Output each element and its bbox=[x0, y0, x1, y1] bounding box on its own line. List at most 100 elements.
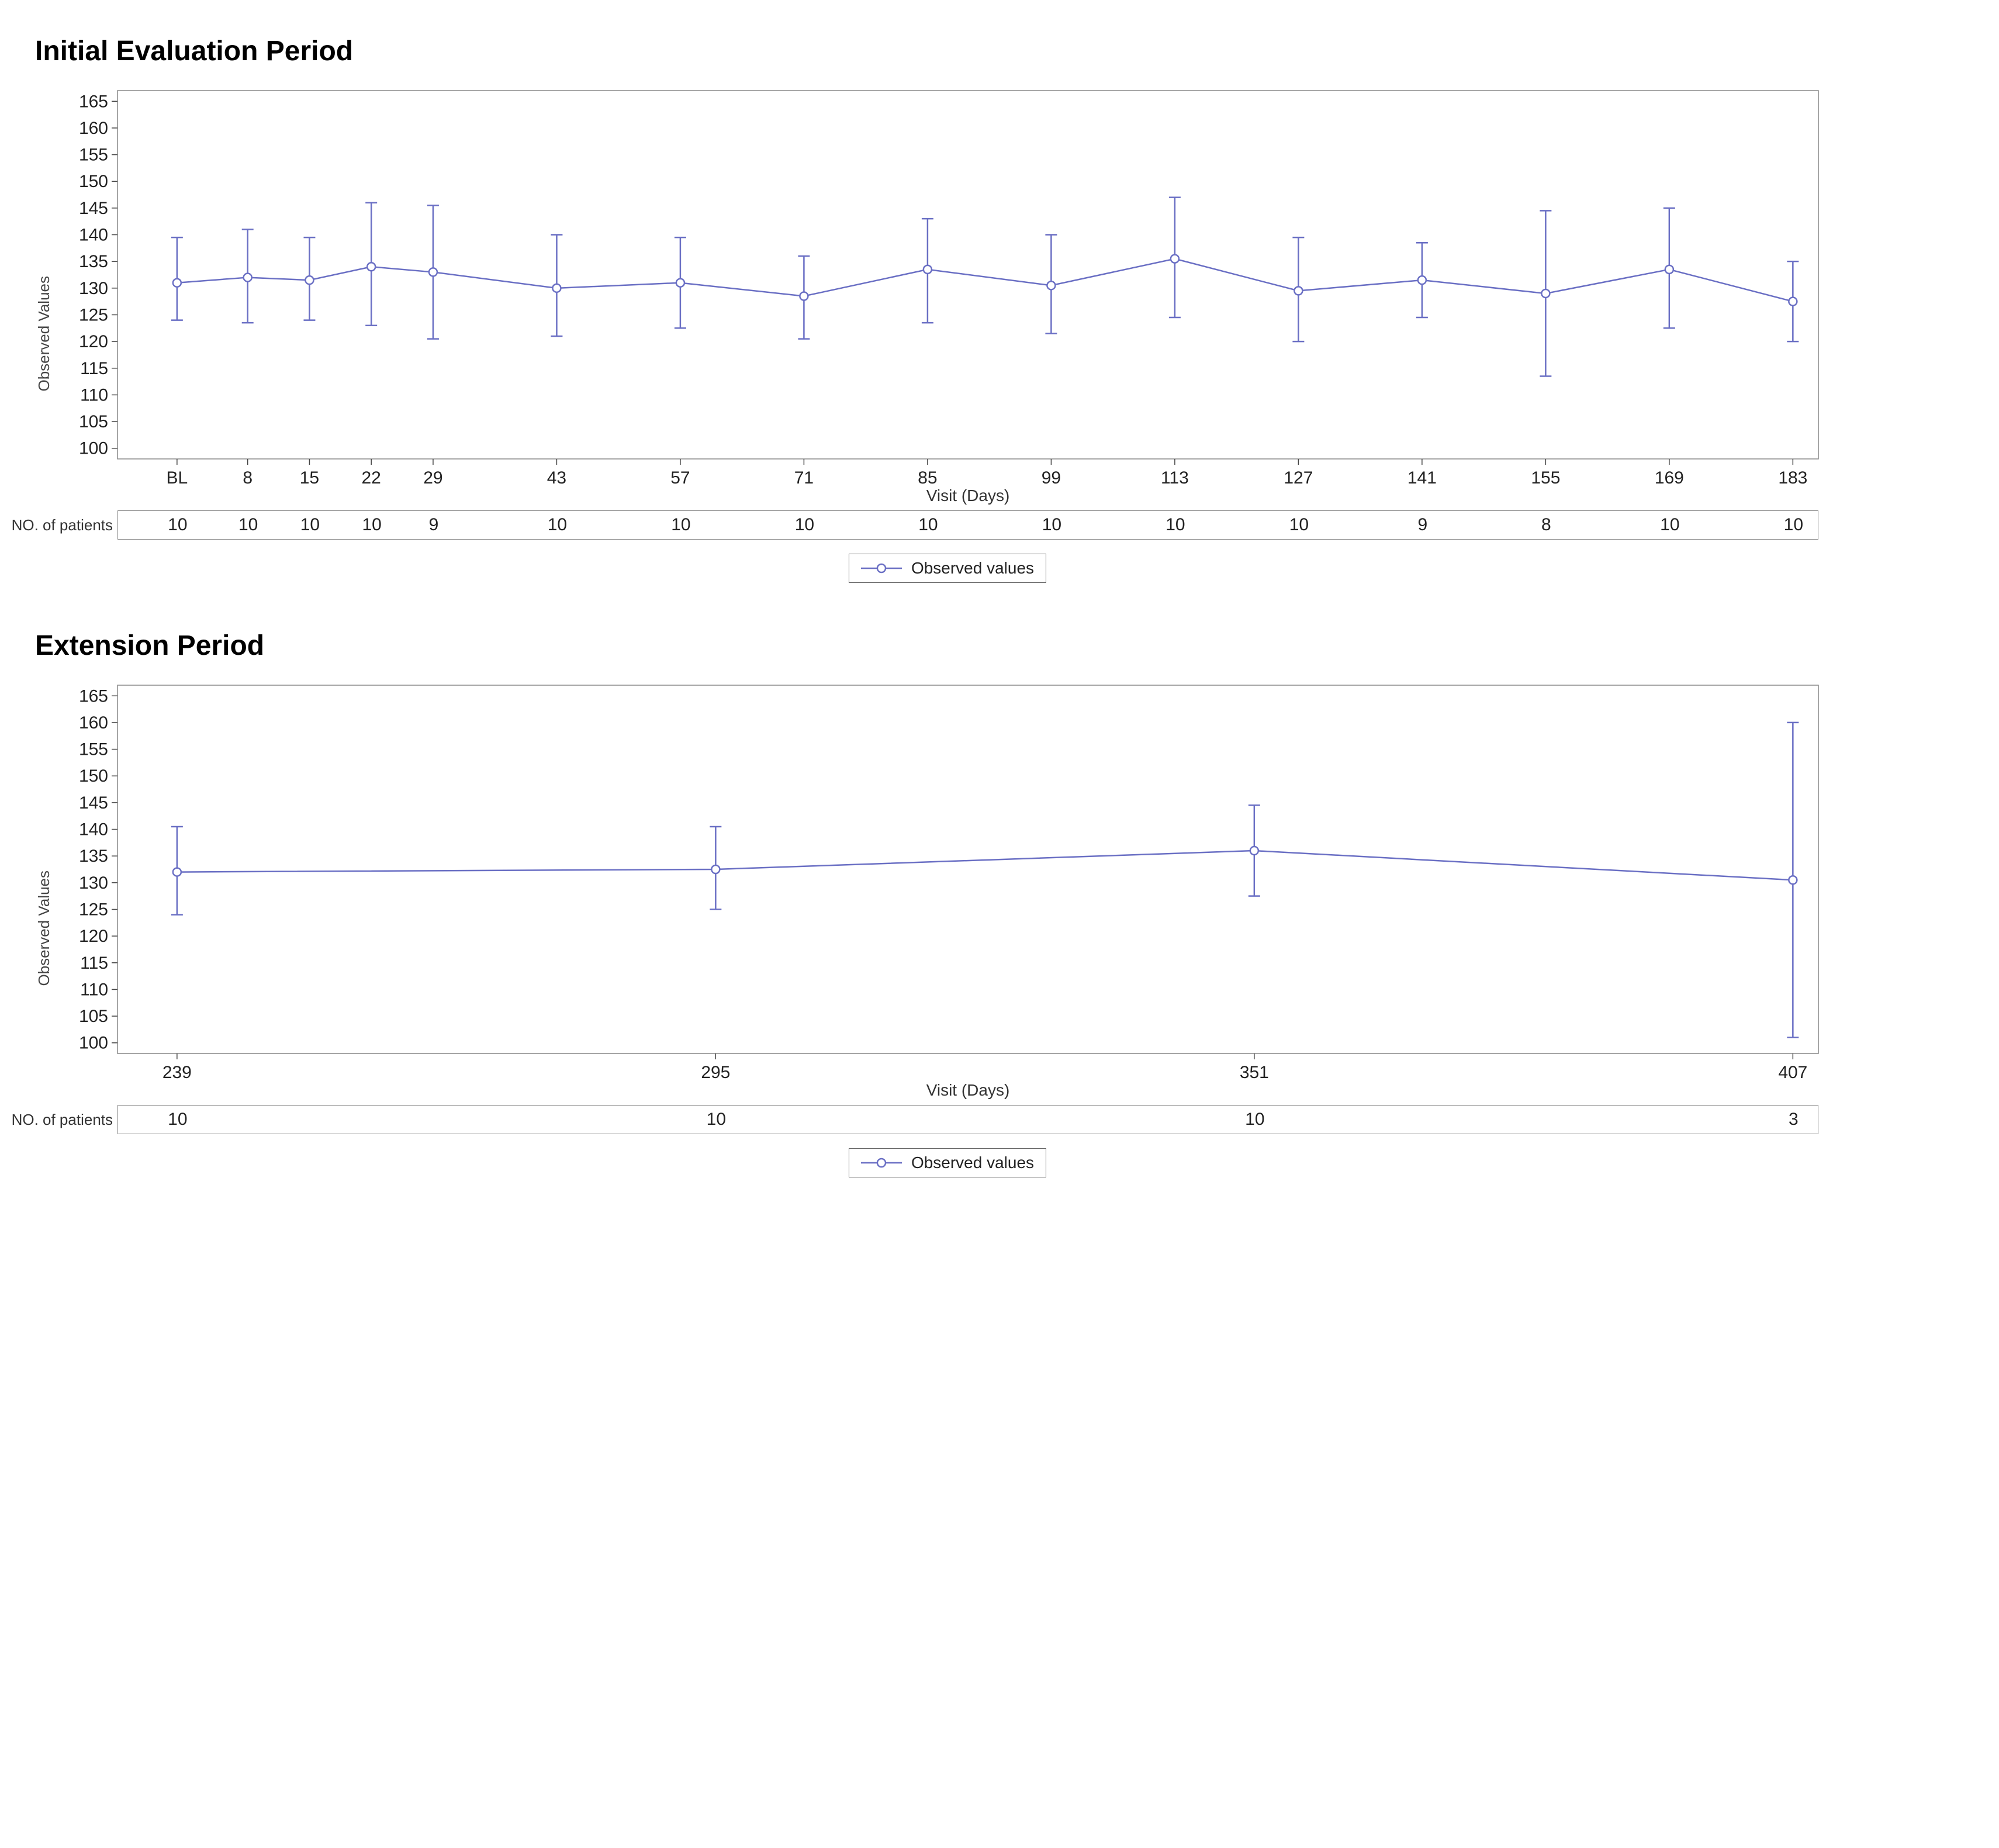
data-marker bbox=[800, 292, 808, 300]
y-tick-label: 100 bbox=[79, 439, 108, 458]
panel-title: Extension Period bbox=[35, 630, 1964, 662]
y-tick-label: 130 bbox=[79, 279, 108, 298]
data-marker bbox=[552, 284, 561, 292]
patients-cell: 10 bbox=[1289, 511, 1309, 539]
x-tick-label: 169 bbox=[1655, 468, 1684, 488]
plot-border bbox=[117, 685, 1818, 1053]
y-tick-label: 155 bbox=[79, 146, 108, 165]
y-tick-label: 160 bbox=[79, 119, 108, 138]
y-tick-label: 120 bbox=[79, 332, 108, 351]
data-marker bbox=[244, 274, 252, 282]
panel-initial: Initial Evaluation Period Observed Values… bbox=[35, 35, 1964, 583]
x-tick-label: 295 bbox=[701, 1063, 730, 1082]
panel-title: Initial Evaluation Period bbox=[35, 35, 1964, 67]
data-marker bbox=[1418, 276, 1426, 284]
y-tick-label: 120 bbox=[79, 927, 108, 946]
data-marker bbox=[1665, 265, 1673, 274]
x-tick-label: 85 bbox=[918, 468, 937, 488]
y-axis-label: Observed Values bbox=[35, 871, 53, 986]
y-tick-label: 155 bbox=[79, 740, 108, 759]
y-tick-label: 165 bbox=[79, 686, 108, 706]
y-tick-label: 150 bbox=[79, 766, 108, 786]
patients-cell: 10 bbox=[671, 511, 690, 539]
chart-block: 100 105 110 115 120 125 130 135 140 145 150 155 160 1… bbox=[65, 679, 1964, 1177]
series-line bbox=[177, 851, 1793, 880]
patients-cell: 10 bbox=[168, 1106, 187, 1134]
y-tick-label: 145 bbox=[79, 793, 108, 813]
legend-swatch bbox=[861, 562, 902, 575]
x-tick-label: 183 bbox=[1778, 468, 1807, 488]
x-tick-label: BL bbox=[166, 468, 188, 488]
chart-wrap: Observed Values1001051101151201251301351… bbox=[35, 85, 1964, 583]
patients-label: NO. of patients bbox=[12, 510, 113, 540]
y-tick-label: 160 bbox=[79, 713, 108, 733]
x-tick-label: 113 bbox=[1161, 468, 1189, 488]
y-tick-label: 150 bbox=[79, 172, 108, 191]
legend-row: Observed values bbox=[65, 1148, 1830, 1177]
patients-cell: 10 bbox=[548, 511, 567, 539]
x-tick-label: 155 bbox=[1531, 468, 1560, 488]
data-marker bbox=[1171, 255, 1179, 263]
patients-cell: 10 bbox=[1042, 511, 1061, 539]
y-tick-label: 105 bbox=[79, 1007, 108, 1026]
chart-svg: 100 105 110 115 120 125 130 135 140 145 150 155 160 1… bbox=[65, 679, 1830, 1100]
y-tick-label: 140 bbox=[79, 820, 108, 840]
patients-cell: 10 bbox=[168, 511, 187, 539]
patients-box: 1010103 bbox=[117, 1105, 1818, 1134]
y-tick-label: 100 bbox=[79, 1034, 108, 1053]
data-marker bbox=[1541, 289, 1550, 298]
patients-cell: 10 bbox=[918, 511, 938, 539]
y-tick-label: 125 bbox=[79, 305, 108, 324]
legend-row: Observed values bbox=[65, 554, 1830, 583]
patients-cell: 10 bbox=[1165, 511, 1185, 539]
patients-label: NO. of patients bbox=[12, 1105, 113, 1134]
series-line bbox=[177, 259, 1793, 302]
y-tick-label: 145 bbox=[79, 199, 108, 218]
patients-cell: 9 bbox=[429, 511, 439, 539]
y-tick-label: 115 bbox=[80, 359, 108, 378]
data-marker bbox=[429, 268, 437, 276]
x-axis-label: Visit (Days) bbox=[926, 486, 1010, 505]
y-axis-label: Observed Values bbox=[35, 276, 53, 392]
legend-label: Observed values bbox=[911, 559, 1034, 578]
patients-row: NO. of patients1010101091010101010101098… bbox=[65, 510, 1830, 545]
patients-box: 10101010910101010101010981010 bbox=[117, 510, 1818, 540]
x-axis-label: Visit (Days) bbox=[926, 1081, 1010, 1099]
y-tick-label: 110 bbox=[80, 980, 108, 999]
y-tick-label: 130 bbox=[79, 873, 108, 893]
legend-box: Observed values bbox=[849, 1148, 1046, 1177]
x-tick-label: 29 bbox=[423, 468, 442, 488]
x-tick-label: 127 bbox=[1284, 468, 1313, 488]
y-tick-label: 135 bbox=[79, 252, 108, 271]
y-tick-label: 125 bbox=[79, 900, 108, 919]
patients-cell: 10 bbox=[1784, 511, 1803, 539]
data-marker bbox=[676, 279, 684, 287]
x-tick-label: 239 bbox=[162, 1063, 192, 1082]
y-tick-label: 110 bbox=[80, 385, 108, 405]
x-tick-label: 141 bbox=[1407, 468, 1437, 488]
patients-cell: 3 bbox=[1789, 1106, 1799, 1134]
legend-label: Observed values bbox=[911, 1153, 1034, 1172]
y-tick-label: 140 bbox=[79, 226, 108, 245]
data-marker bbox=[1294, 286, 1302, 295]
y-tick-label: 115 bbox=[80, 954, 108, 973]
patients-cell: 10 bbox=[300, 511, 320, 539]
y-tick-label: 135 bbox=[79, 847, 108, 866]
x-tick-label: 351 bbox=[1240, 1063, 1269, 1082]
patients-cell: 10 bbox=[238, 511, 258, 539]
data-marker bbox=[173, 279, 181, 287]
chart-wrap: Observed Values1001051101151201251301351… bbox=[35, 679, 1964, 1177]
patients-cell: 10 bbox=[1660, 511, 1679, 539]
x-tick-label: 22 bbox=[362, 468, 381, 488]
chart-svg: 100 105 110 115 120 125 130 135 140 145 150 155 160 1… bbox=[65, 85, 1830, 506]
x-tick-label: 15 bbox=[300, 468, 319, 488]
panel-extension: Extension Period Observed Values 100 105 110… bbox=[35, 630, 1964, 1177]
y-tick-label: 165 bbox=[79, 92, 108, 111]
x-tick-label: 71 bbox=[794, 468, 814, 488]
data-marker bbox=[1789, 876, 1797, 884]
patients-cell: 9 bbox=[1418, 511, 1428, 539]
patients-row: NO. of patients1010103 bbox=[65, 1105, 1830, 1140]
y-tick-label: 105 bbox=[79, 412, 108, 431]
x-tick-label: 99 bbox=[1042, 468, 1061, 488]
legend-swatch bbox=[861, 1156, 902, 1169]
